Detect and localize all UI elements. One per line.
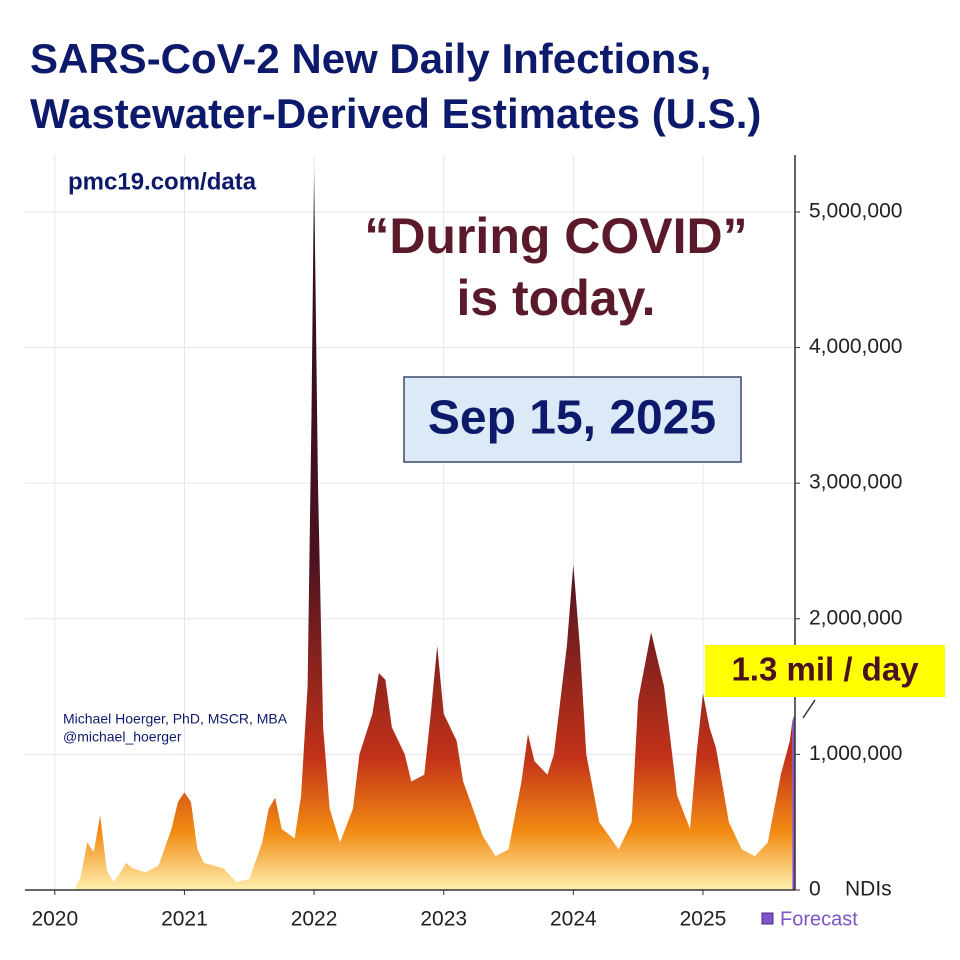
x-tick-label: 2023 [420, 908, 467, 931]
x-tick-label: 2024 [550, 908, 597, 931]
callout-box [705, 645, 945, 697]
y-tick-label: 2,000,000 [809, 606, 902, 629]
x-tick-label: 2022 [291, 908, 338, 931]
callout-pointer [802, 699, 816, 719]
y-unit: NDIs [845, 878, 892, 901]
date-box [403, 376, 742, 463]
y-tick-label: 5,000,000 [809, 200, 902, 223]
source: pmc19.com/data [68, 168, 257, 195]
chart-title: SARS-CoV-2 New Daily Infections, [30, 35, 711, 82]
quote: “During COVID” [364, 208, 747, 264]
x-tick-label: 2020 [31, 908, 78, 931]
quote: is today. [456, 270, 655, 326]
y-tick-label: 1,000,000 [809, 742, 902, 765]
callout: 1.3 mil / day [731, 651, 919, 688]
author: @michael_hoerger [63, 729, 182, 745]
x-tick-label: 2025 [680, 908, 727, 931]
author: Michael Hoerger, PhD, MSCR, MBA [63, 711, 288, 727]
y-tick-label: 3,000,000 [809, 471, 902, 494]
area [74, 171, 793, 890]
y-tick-label: 0 [809, 878, 821, 901]
legend-label: Forecast [780, 908, 858, 930]
legend-swatch [761, 912, 774, 925]
y-tick-label: 4,000,000 [809, 335, 902, 358]
date: Sep 15, 2025 [428, 392, 716, 445]
chart-title: Wastewater-Derived Estimates (U.S.) [30, 90, 761, 137]
x-tick-label: 2021 [161, 908, 208, 931]
